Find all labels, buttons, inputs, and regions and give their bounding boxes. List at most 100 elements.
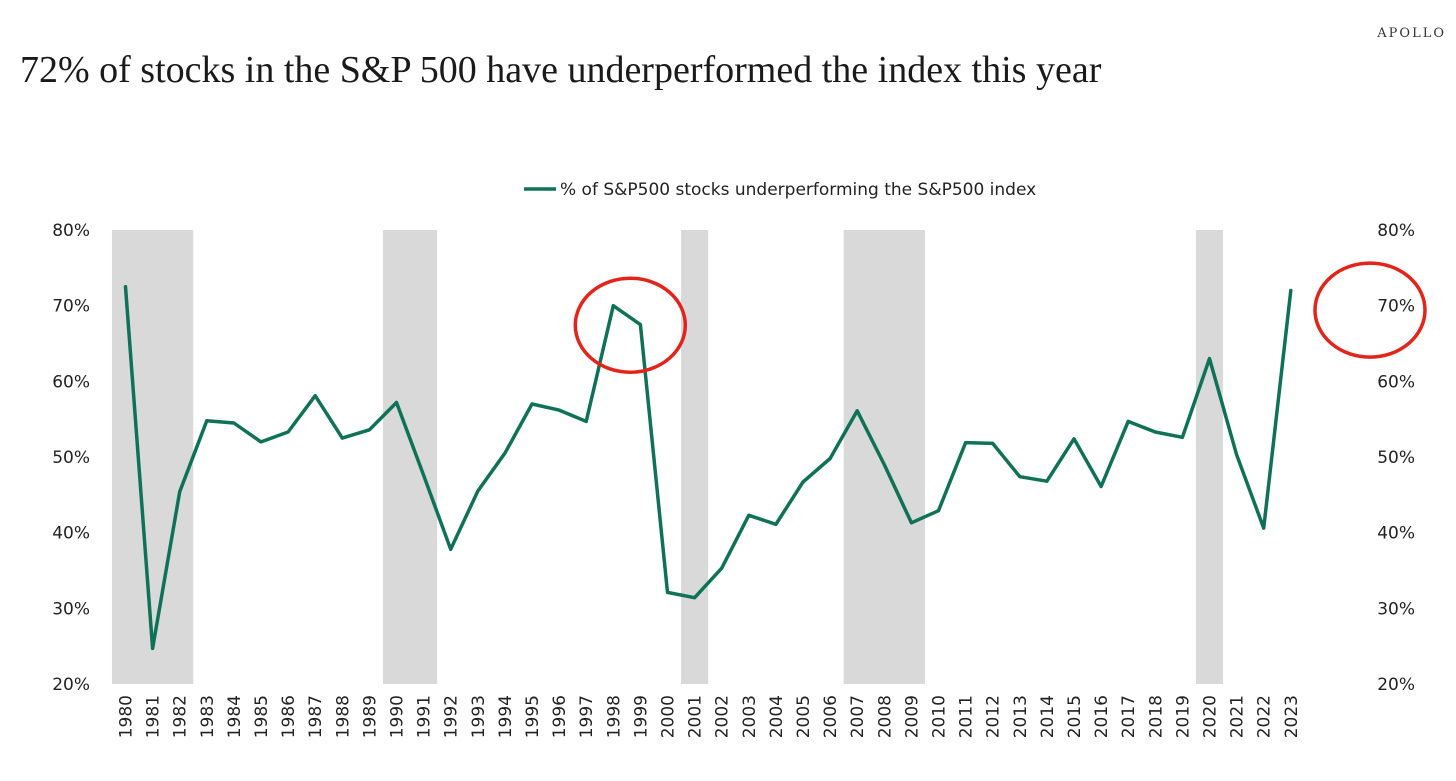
x-tick-label: 1998: [604, 695, 624, 738]
data-point: [1126, 419, 1130, 423]
y-tick-label-left: 70%: [52, 297, 90, 317]
data-point: [801, 480, 805, 484]
data-point: [991, 441, 995, 445]
y-tick-label-left: 40%: [52, 524, 90, 544]
y-tick-label-right: 60%: [1377, 372, 1415, 392]
x-tick-label: 2023: [1282, 695, 1302, 738]
x-tick-label: 2010: [930, 695, 950, 738]
x-tick-label: 1984: [225, 695, 245, 738]
x-tick-label: 1980: [117, 695, 137, 738]
y-axis-left: 20% 30% 40% 50% 60% 70% 80%: [52, 221, 90, 695]
data-point: [720, 566, 724, 570]
x-tick-label: 1994: [496, 695, 516, 738]
x-tick-label: 2019: [1173, 695, 1193, 738]
legend: % of S&P500 stocks underperforming the S…: [524, 180, 1036, 200]
x-tick-label: 1987: [306, 695, 326, 738]
data-point: [638, 323, 642, 327]
x-tick-label: 2013: [1011, 695, 1031, 738]
data-point: [205, 419, 209, 423]
x-tick-label: 1990: [388, 695, 408, 738]
x-tick-label: 1988: [333, 695, 353, 738]
y-tick-label-right: 30%: [1377, 599, 1415, 619]
x-tick-label: 2020: [1201, 695, 1221, 738]
legend-label: % of S&P500 stocks underperforming the S…: [560, 180, 1036, 200]
data-point: [1235, 453, 1239, 457]
data-point: [422, 473, 426, 477]
y-tick-label-left: 20%: [52, 675, 90, 695]
y-tick-label-right: 80%: [1377, 221, 1415, 241]
y-tick-label-right: 70%: [1377, 297, 1415, 317]
data-point: [124, 285, 127, 289]
data-point: [611, 304, 615, 308]
x-tick-label: 2001: [686, 695, 706, 738]
x-tick-label: 2005: [794, 695, 814, 738]
x-tick-label: 2007: [848, 695, 868, 738]
x-axis: 1980 1981 1982 1983 1984 1985 1986 1987 1988 1989…: [117, 695, 1302, 738]
recession-band: [111, 230, 194, 684]
data-point: [1099, 485, 1103, 489]
x-tick-label: 2017: [1119, 695, 1139, 738]
recession-band: [843, 230, 925, 684]
brand-logo-text: APOLLO: [1377, 26, 1446, 41]
x-tick-label: 2021: [1228, 695, 1248, 738]
y-tick-label-left: 60%: [52, 372, 90, 392]
x-tick-label: 2009: [902, 695, 922, 738]
data-point: [151, 646, 155, 650]
x-tick-label: 2003: [740, 695, 760, 738]
data-point: [1208, 357, 1211, 361]
data-point: [747, 513, 751, 517]
data-point: [367, 428, 371, 432]
x-tick-label: 1996: [550, 695, 570, 738]
x-tick-label: 2000: [659, 695, 679, 738]
data-point: [855, 409, 859, 413]
data-point: [1153, 430, 1157, 434]
highlight-circle: [1313, 261, 1427, 359]
data-point: [693, 596, 697, 600]
x-tick-label: 1985: [252, 695, 272, 738]
data-point: [774, 522, 778, 526]
y-tick-label-right: 40%: [1377, 524, 1415, 544]
highlight-circles: [573, 261, 1427, 374]
data-point: [530, 402, 534, 406]
x-tick-label: 1992: [442, 695, 462, 738]
data-point: [1045, 479, 1049, 483]
data-point: [1180, 435, 1184, 439]
y-tick-label-right: 20%: [1377, 675, 1415, 695]
data-point: [937, 509, 940, 513]
x-tick-label: 2016: [1092, 695, 1112, 738]
x-tick-label: 1999: [631, 695, 651, 738]
x-tick-label: 2022: [1255, 695, 1275, 738]
y-tick-label-right: 50%: [1377, 448, 1415, 468]
data-point: [503, 451, 507, 455]
x-tick-label: 2002: [713, 695, 733, 738]
data-point: [1262, 526, 1266, 530]
data-point: [964, 441, 968, 445]
data-point: [259, 440, 263, 444]
x-tick-label: 2015: [1065, 695, 1085, 738]
data-point: [666, 590, 669, 594]
x-tick-label: 2006: [821, 695, 841, 738]
x-tick-label: 1983: [198, 695, 218, 738]
recession-band: [382, 230, 438, 684]
x-tick-label: 1982: [171, 695, 191, 738]
data-point: [449, 547, 453, 551]
x-tick-label: 1991: [415, 695, 435, 738]
data-point: [557, 408, 561, 412]
data-point: [1289, 289, 1293, 293]
x-tick-label: 2008: [875, 695, 895, 738]
data-point: [178, 490, 182, 494]
data-point: [1018, 475, 1022, 479]
data-point: [395, 401, 398, 405]
x-tick-label: 1981: [144, 695, 164, 738]
series-line-group: [123, 285, 1293, 651]
x-tick-label: 1997: [577, 695, 597, 738]
data-point: [286, 430, 290, 434]
data-point: [828, 457, 832, 461]
x-tick-label: 1989: [360, 695, 380, 738]
data-point: [313, 394, 317, 398]
data-point: [1072, 437, 1076, 441]
data-point: [584, 419, 588, 423]
data-point: [909, 521, 913, 525]
y-axis-right: 20% 30% 40% 50% 60% 70% 80%: [1377, 221, 1415, 695]
